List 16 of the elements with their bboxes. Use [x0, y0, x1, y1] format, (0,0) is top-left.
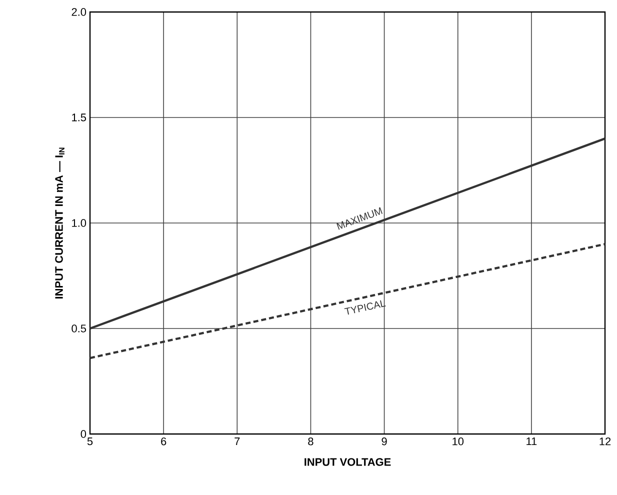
x-tick-label: 11 [526, 438, 537, 446]
text: TYPICAL [344, 300, 386, 315]
x-tick-label: 5 [87, 438, 93, 446]
x-tick-label: 10 [452, 438, 464, 446]
y-tick-label: 0 [80, 430, 86, 438]
x-tick-label: 12 [600, 438, 611, 446]
x-tick-label: 9 [382, 438, 387, 446]
x-tick-label: 8 [308, 438, 314, 446]
x-axis-title: INPUT VOLTAGE [304, 458, 391, 466]
x-tick-label: 7 [234, 438, 240, 446]
y-tick-label: 0.5 [72, 324, 86, 332]
y-tick-label: 1.0 [72, 219, 86, 227]
x-tick-label: 6 [161, 438, 166, 446]
y-axis-title: INPUT CURRENT IN mA — I$_{IN}$ [55, 148, 64, 298]
y-tick-label: 1.5 [72, 114, 86, 122]
y-tick-label: 2.0 [72, 8, 86, 16]
